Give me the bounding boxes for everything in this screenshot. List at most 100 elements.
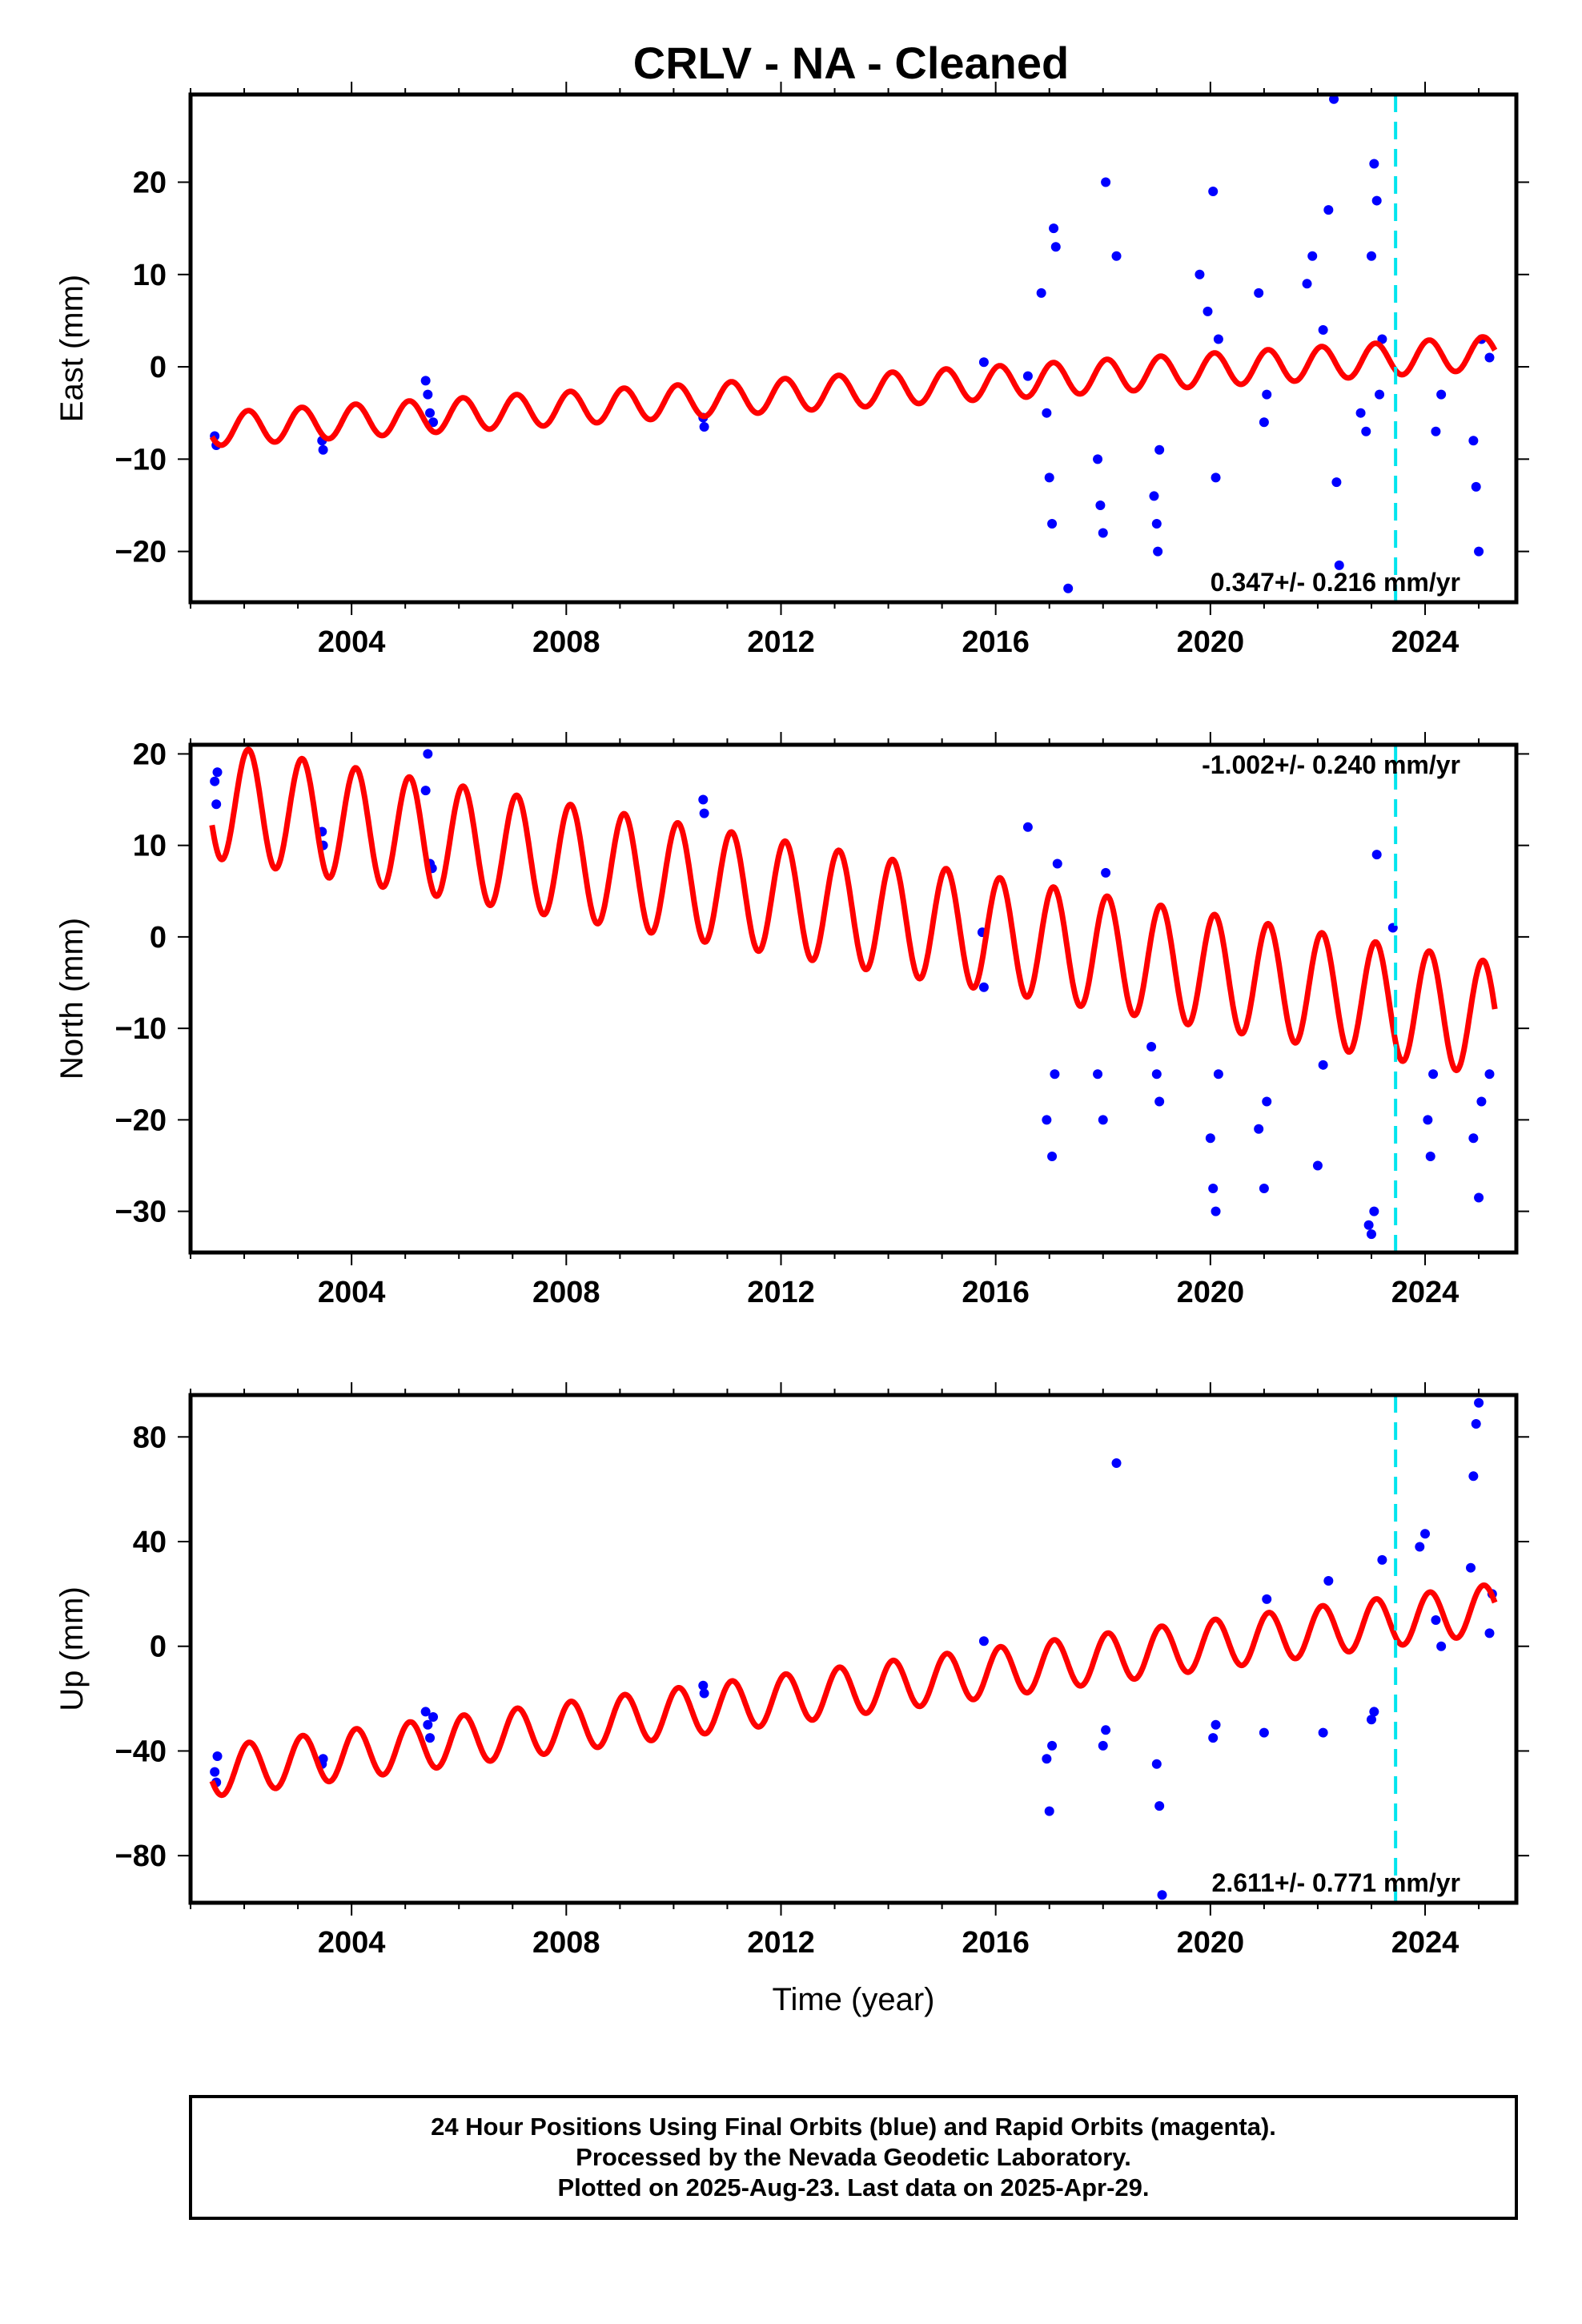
up-panel: 2004 2008 2012 2016 2020 2024 −80 −40 0 40 80 Up (m…: [54, 1382, 1529, 2017]
data-point: [1302, 279, 1312, 289]
data-point: [1022, 822, 1033, 832]
x-tick-label: 2004: [318, 625, 386, 659]
data-point: [1049, 223, 1059, 234]
data-point: [1307, 251, 1318, 261]
data-point: [1312, 1160, 1323, 1171]
data-point: [1262, 1594, 1272, 1604]
x-tick-label: 2020: [1177, 625, 1245, 659]
data-point: [1151, 519, 1162, 529]
data-point: [1153, 546, 1163, 557]
data-point: [1369, 1707, 1379, 1717]
data-point: [423, 1719, 433, 1730]
data-point: [1101, 867, 1111, 878]
data-point: [978, 982, 989, 992]
data-point: [1331, 477, 1342, 488]
x-tick-label: 2016: [962, 1926, 1030, 1960]
data-point: [1211, 472, 1221, 483]
footer-box: [189, 2095, 1518, 2220]
y-tick-label: −20: [115, 1104, 167, 1137]
x-tick-label: 2008: [532, 625, 600, 659]
data-point: [1063, 583, 1074, 593]
x-tick-label: 2020: [1177, 1926, 1245, 1960]
data-point: [1366, 1715, 1376, 1725]
data-point: [1042, 1115, 1052, 1125]
data-point: [1157, 1890, 1167, 1900]
data-point: [1101, 177, 1111, 187]
y-axis-label: Up (mm): [54, 1586, 90, 1711]
data-point: [428, 1711, 439, 1722]
y-tick-label: 20: [133, 167, 167, 200]
data-point: [420, 1707, 431, 1717]
data-point: [1428, 1069, 1439, 1080]
data-point: [212, 767, 223, 778]
y-tick-label: 40: [133, 1526, 167, 1559]
figure-title: CRLV - NA - Cleaned: [633, 38, 1069, 88]
y-tick-label: −40: [115, 1735, 167, 1768]
data-point: [1423, 1115, 1433, 1125]
east-panel: 2004 2008 2012 2016 2020 2024 −20 −10 0 10 20 East …: [54, 82, 1529, 659]
data-point: [1047, 1152, 1058, 1162]
y-tick-label: 20: [133, 738, 167, 771]
data-point: [699, 421, 709, 432]
data-point: [1151, 1069, 1162, 1080]
data-point: [210, 776, 220, 786]
north-panel: 2004 2008 2012 2016 2020 2024 −30 −20 −10 0 10 20 No…: [54, 732, 1529, 1309]
x-tick-label: 2024: [1391, 625, 1460, 659]
data-point: [1468, 1471, 1479, 1482]
data-point: [1377, 1554, 1387, 1565]
y-tick-label: 0: [150, 351, 167, 384]
data-point: [1484, 352, 1495, 363]
data-point: [425, 1733, 436, 1743]
data-point: [1047, 1740, 1058, 1751]
data-point: [1044, 1806, 1054, 1816]
x-tick-label: 2012: [747, 1276, 815, 1309]
data-point: [1334, 560, 1344, 570]
y-tick-label: 80: [133, 1421, 167, 1454]
footer-line-1: 24 Hour Positions Using Final Orbits (bl…: [431, 2113, 1276, 2141]
data-point: [1468, 436, 1479, 446]
x-tick-label: 2008: [532, 1926, 600, 1960]
data-point: [1431, 1615, 1441, 1626]
data-point: [211, 799, 222, 810]
data-point: [1466, 1562, 1476, 1573]
data-point: [1415, 1542, 1425, 1552]
data-point: [1355, 408, 1366, 418]
velocity-label: -1.002+/- 0.240 mm/yr: [1202, 750, 1460, 779]
x-tick-label: 2016: [962, 625, 1030, 659]
data-point: [1211, 1206, 1221, 1216]
data-point: [1329, 94, 1339, 104]
data-point: [1375, 389, 1385, 400]
data-point: [1259, 1727, 1269, 1738]
data-point: [1476, 1096, 1487, 1107]
data-point: [1484, 1069, 1495, 1080]
data-point: [1366, 1229, 1376, 1240]
data-point: [1361, 426, 1371, 436]
x-tick-label: 2012: [747, 625, 815, 659]
data-point: [1146, 1041, 1157, 1051]
data-point: [1474, 546, 1484, 557]
x-axis-label: Time (year): [773, 1982, 935, 2017]
data-point: [1098, 1740, 1108, 1751]
footer-line-2: Processed by the Nevada Geodetic Laborat…: [576, 2143, 1131, 2171]
velocity-label: 2.611+/- 0.771 mm/yr: [1212, 1868, 1460, 1897]
data-point: [1154, 1801, 1165, 1811]
data-point: [1036, 287, 1046, 298]
data-point: [978, 357, 989, 368]
data-point: [1474, 1192, 1484, 1203]
data-point: [423, 389, 433, 400]
data-point: [1213, 334, 1223, 344]
data-point: [318, 1754, 328, 1764]
data-point: [428, 417, 439, 428]
data-point: [1098, 528, 1108, 538]
y-tick-label: −80: [115, 1839, 167, 1873]
data-point: [1474, 1397, 1484, 1408]
y-tick-label: −20: [115, 536, 167, 569]
x-tick-label: 2012: [747, 1926, 815, 1960]
data-point: [1022, 371, 1033, 381]
data-point: [1111, 1458, 1122, 1468]
data-point: [1371, 850, 1382, 860]
x-tick-label: 2008: [532, 1276, 600, 1309]
y-tick-label: 10: [133, 259, 167, 292]
y-tick-label: −10: [115, 1012, 167, 1046]
